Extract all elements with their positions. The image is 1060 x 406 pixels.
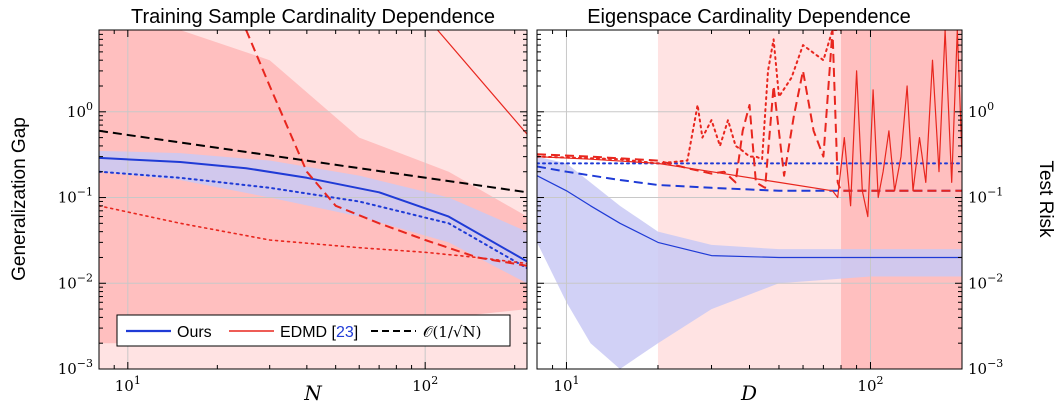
x-tick-label-0: 101	[115, 374, 141, 395]
legend-box	[116, 314, 511, 347]
plot-area	[537, 30, 962, 369]
series-line-1	[99, 170, 527, 270]
y-tick-label-1: 10−2	[968, 271, 1003, 292]
series-line-1	[537, 165, 962, 192]
series-line-2	[245, 30, 527, 267]
series-line-5	[537, 30, 842, 165]
x-tick-label-0: 101	[553, 374, 579, 395]
y-tick-label-2: 10−1	[58, 186, 93, 207]
legend-citation: 23	[336, 324, 354, 341]
band-1	[841, 30, 962, 369]
legend-label-edmd: EDMD [23]	[280, 324, 358, 341]
series-line-0	[537, 175, 962, 259]
right-x-axis-label: D	[740, 381, 757, 405]
x-tick-label-1: 102	[412, 374, 438, 395]
y2-axis-label: Test Risk	[1035, 160, 1056, 238]
series-line-3	[99, 205, 527, 265]
series-line-4	[537, 30, 962, 192]
plot-frame	[98, 29, 528, 370]
series-line-5	[99, 129, 527, 194]
x-tick-label-1: 102	[857, 374, 883, 395]
right-chart-title: Eigenspace Cardinality Dependence	[587, 6, 911, 28]
y-tick-label-3: 100	[67, 100, 93, 121]
y-tick-label-3: 100	[968, 100, 994, 121]
left-plot: 101 102 10−3 10−2 10−1 100	[58, 29, 528, 395]
band-2	[537, 156, 962, 369]
left-chart-title: Training Sample Cardinality Dependence	[131, 6, 495, 28]
series-line-3	[537, 30, 962, 218]
right-plot: 101 102 10−3 10−2 10−1 100	[536, 29, 1003, 395]
legend-label-ours: Ours	[177, 324, 212, 341]
y-tick-label-0: 10−3	[968, 357, 1003, 378]
legend: Ours EDMD [23] 𝒪(1/√N)	[116, 314, 511, 347]
band-2	[99, 150, 527, 284]
series-line-4	[437, 30, 527, 135]
y-tick-label-2: 10−1	[968, 186, 1003, 207]
left-x-axis-label: N	[303, 381, 323, 405]
y-tick-label-0: 10−3	[58, 357, 93, 378]
y-tick-label-1: 10−2	[58, 271, 93, 292]
series-line-0	[99, 156, 527, 263]
y-axis-label: Generalization Gap	[9, 117, 30, 281]
plot-area	[99, 30, 527, 369]
legend-label-bound: 𝒪(1/√N)	[423, 323, 481, 341]
